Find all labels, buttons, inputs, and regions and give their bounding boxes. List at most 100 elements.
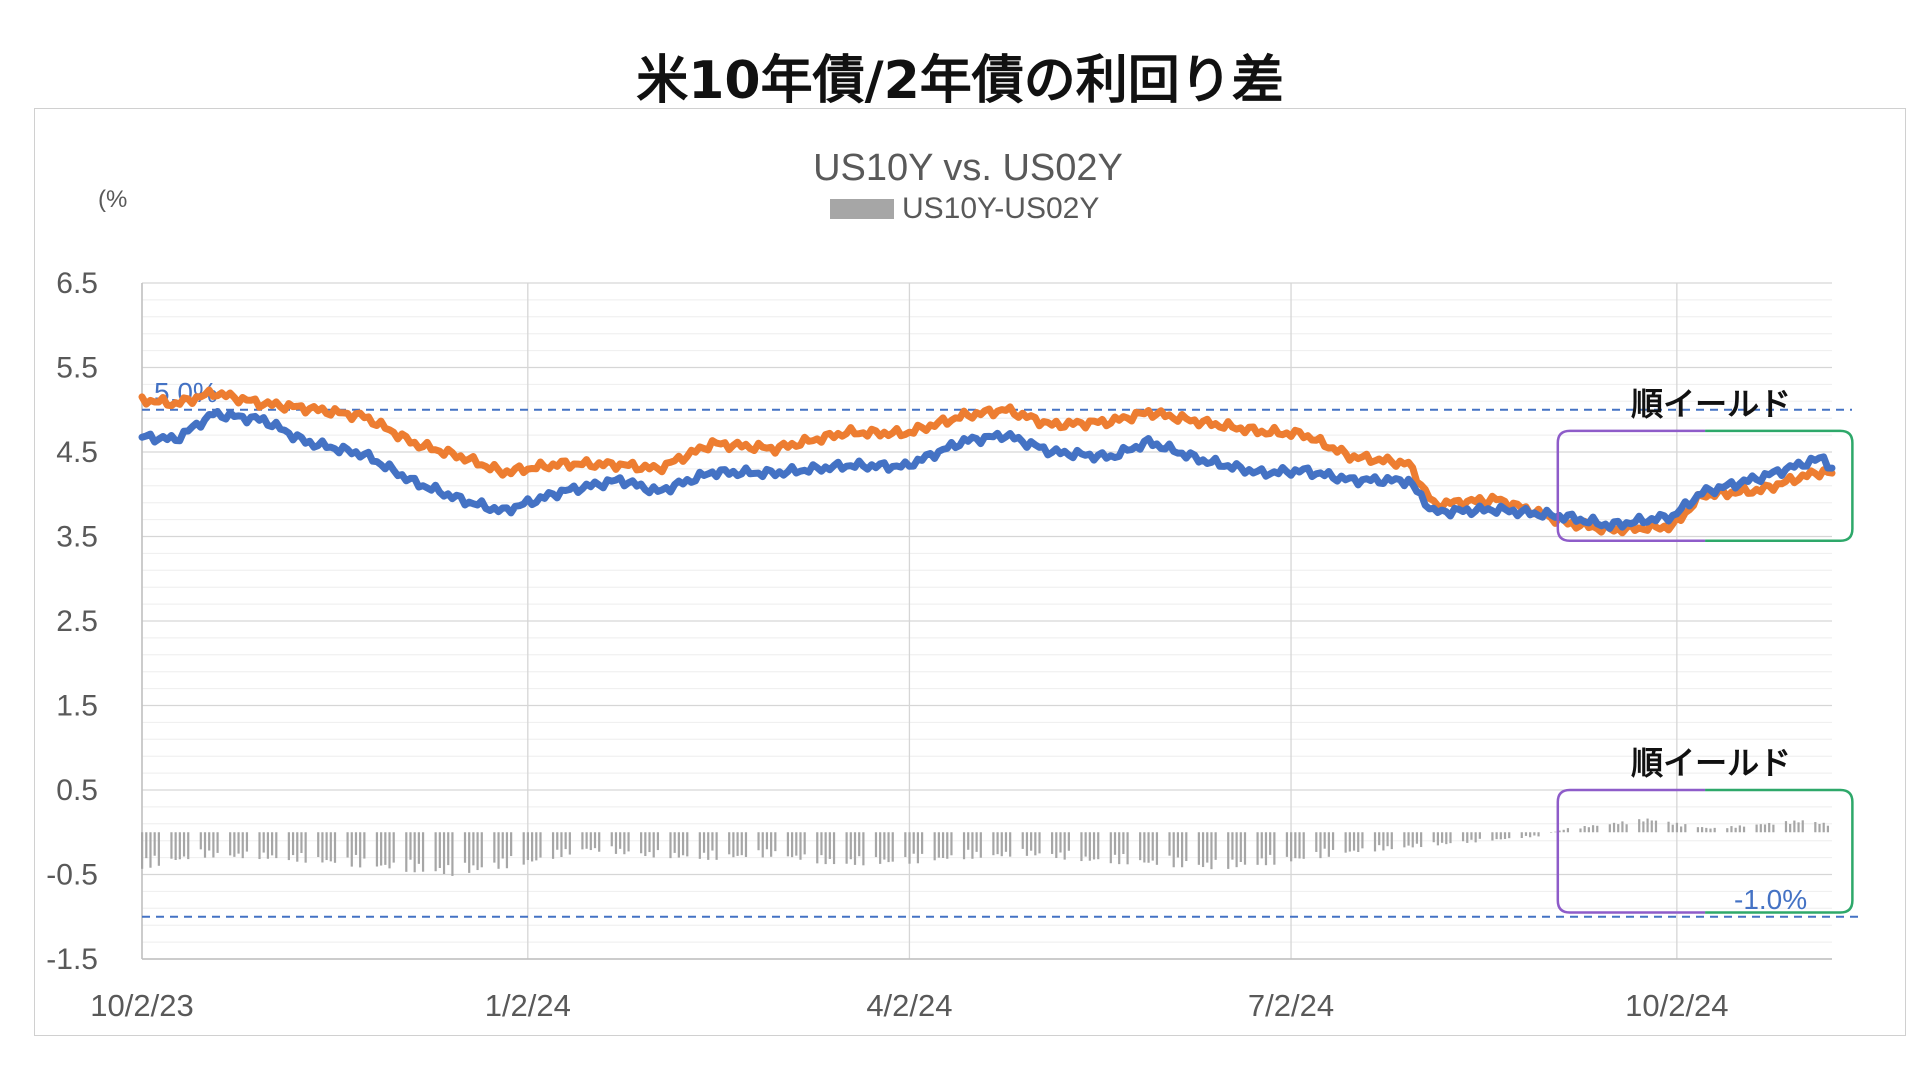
spread-bar	[1726, 828, 1729, 833]
spread-bar	[434, 832, 437, 872]
spread-bar	[1583, 826, 1586, 833]
spread-bar	[333, 832, 337, 863]
spread-bar	[1290, 832, 1293, 862]
spread-bar	[157, 832, 160, 866]
spread-bar	[1231, 832, 1234, 860]
spread-bar	[1650, 820, 1653, 833]
spread-bar	[1550, 832, 1553, 833]
spread-bar	[405, 832, 408, 872]
spread-bar	[229, 832, 232, 856]
spread-bar	[770, 832, 773, 857]
spread-bar	[996, 832, 999, 855]
legend-label: US10Y-US02Y	[902, 192, 1099, 225]
spread-bar	[300, 832, 303, 853]
spread-bar	[359, 832, 362, 868]
spread-bar	[593, 832, 597, 849]
spread-bar	[640, 832, 643, 854]
series-line	[138, 386, 1836, 537]
chart-frame	[34, 108, 1906, 1036]
spread-bar	[1407, 832, 1410, 846]
spread-bar	[887, 832, 890, 863]
series-line	[138, 408, 1836, 532]
spread-bar	[350, 832, 353, 867]
spread-bar	[1151, 832, 1154, 861]
spread-bar	[1667, 821, 1670, 833]
spread-bar	[1621, 821, 1624, 833]
spread-bar	[1323, 832, 1326, 849]
spread-bar	[438, 832, 441, 869]
spread-bar	[975, 832, 978, 852]
spread-bar	[1210, 832, 1213, 870]
spread-bar	[1327, 832, 1330, 857]
spread-bar	[786, 832, 790, 857]
spread-bar	[1243, 832, 1247, 865]
annotation-box-left	[1556, 429, 1706, 542]
spread-bar	[908, 832, 911, 864]
spread-bar	[1742, 826, 1746, 833]
spread-bar	[623, 832, 626, 855]
y-tick-label: 4.5	[56, 436, 98, 469]
spread-bar	[967, 832, 970, 850]
spread-bar	[816, 832, 819, 864]
spread-bar	[182, 832, 186, 857]
spread-bar	[1784, 821, 1788, 833]
spread-bar	[141, 832, 144, 869]
spread-bar	[384, 832, 387, 865]
spread-bar	[728, 832, 731, 855]
spread-bar	[271, 832, 274, 856]
spread-bar	[962, 832, 966, 860]
spread-bar	[442, 832, 446, 875]
spread-bar	[1239, 832, 1242, 862]
annotation-box-right	[1705, 788, 1854, 914]
spread-bar	[1617, 824, 1620, 833]
spread-bar	[589, 832, 592, 851]
spread-bar	[1256, 832, 1259, 865]
spread-bar	[413, 832, 416, 873]
spread-bar	[891, 832, 894, 862]
y-tick-label: 1.5	[56, 690, 98, 723]
spread-bar	[702, 832, 706, 853]
spread-bar	[652, 832, 655, 858]
spread-bar	[711, 832, 714, 851]
spread-bar	[1269, 832, 1272, 855]
spread-bar	[1172, 832, 1175, 868]
spread-bar	[1344, 832, 1347, 853]
spread-bar	[744, 832, 748, 857]
spread-bar	[531, 832, 534, 862]
spread-bar	[551, 832, 555, 859]
spread-bar	[1411, 832, 1414, 848]
spread-bar	[304, 832, 307, 863]
spread-bar	[216, 832, 219, 853]
spread-bar	[916, 832, 920, 864]
spread-bar	[1763, 824, 1767, 833]
spread-bar	[799, 832, 802, 860]
spread-bar	[1566, 828, 1570, 833]
spread-bar	[740, 832, 743, 856]
spread-bar	[421, 832, 425, 872]
spread-bar	[933, 832, 936, 861]
spread-bar	[447, 832, 450, 866]
spread-bar	[686, 832, 689, 857]
spread-bar	[1143, 832, 1146, 863]
spread-bar	[1495, 832, 1498, 840]
spread-bar	[329, 832, 332, 862]
spread-bar	[1059, 832, 1062, 853]
spread-bar	[380, 832, 383, 866]
spread-bar	[233, 832, 236, 857]
spread-bar	[1080, 832, 1083, 862]
spread-bar	[1755, 824, 1758, 833]
y-tick-label: -1.5	[46, 943, 98, 976]
spread-bar	[757, 832, 760, 851]
spread-bar	[828, 832, 831, 859]
spread-bar	[1558, 830, 1561, 833]
y-tick-label: 5.5	[56, 352, 98, 385]
spread-bar	[1680, 826, 1683, 833]
spread-bar	[1612, 822, 1616, 833]
spread-bar	[862, 832, 865, 866]
spread-bar	[1596, 825, 1599, 833]
spread-bar	[619, 832, 622, 849]
spread-bar	[791, 832, 794, 858]
spread-bar	[317, 832, 320, 858]
spread-bar	[1109, 832, 1112, 864]
spread-bar	[1348, 832, 1351, 852]
